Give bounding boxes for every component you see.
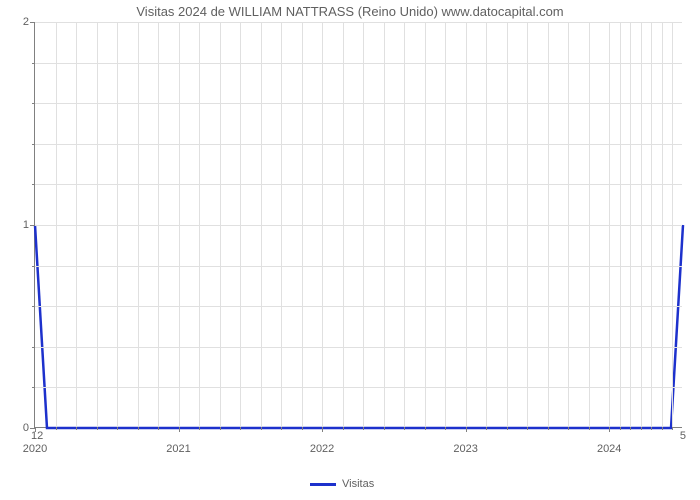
x-tick-minor <box>568 427 569 430</box>
gridline-vertical <box>589 22 590 427</box>
x-tick-minor <box>620 427 621 430</box>
y-tick-minor <box>32 103 35 104</box>
gridline-vertical <box>240 22 241 427</box>
x-tick-minor <box>630 427 631 430</box>
gridline-vertical <box>568 22 569 427</box>
y-tick-minor <box>32 144 35 145</box>
legend-label: Visitas <box>342 478 374 490</box>
y-tick-minor <box>32 63 35 64</box>
gridline-vertical <box>641 22 642 427</box>
x-tick-minor <box>56 427 57 430</box>
gridline-vertical <box>527 22 528 427</box>
chart-container: Visitas 2024 de WILLIAM NATTRASS (Reino … <box>0 0 700 500</box>
x-tick-minor <box>641 427 642 430</box>
legend-swatch <box>310 483 336 486</box>
y-tick-minor <box>32 306 35 307</box>
x-tick-minor <box>486 427 487 430</box>
gridline-horizontal <box>35 266 682 267</box>
y-tick-minor <box>32 184 35 185</box>
gridline-vertical <box>609 22 610 427</box>
x-tick-minor <box>343 427 344 430</box>
chart-title: Visitas 2024 de WILLIAM NATTRASS (Reino … <box>0 4 700 19</box>
x-tick-minor <box>651 427 652 430</box>
gridline-vertical <box>672 22 673 427</box>
legend: Visitas <box>310 478 374 490</box>
gridline-vertical <box>662 22 663 427</box>
gridline-vertical <box>179 22 180 427</box>
x-tick-label: 2024 <box>597 427 621 455</box>
x-tick-minor <box>76 427 77 430</box>
x-tick-minor <box>240 427 241 430</box>
y-tick-minor <box>32 266 35 267</box>
gridline-vertical <box>56 22 57 427</box>
x-tick-label: 2022 <box>310 427 334 455</box>
x-tick-minor <box>384 427 385 430</box>
y-tick-minor <box>32 387 35 388</box>
gridline-horizontal <box>35 225 682 226</box>
gridline-vertical <box>404 22 405 427</box>
gridline-vertical <box>507 22 508 427</box>
x-tick-minor <box>527 427 528 430</box>
gridline-vertical <box>322 22 323 427</box>
gridline-horizontal <box>35 184 682 185</box>
gridline-vertical <box>620 22 621 427</box>
x-tick-minor <box>261 427 262 430</box>
plot-area: 01220202021202220232024125 <box>34 22 682 428</box>
x-tick-label: 2021 <box>166 427 190 455</box>
gridline-horizontal <box>35 347 682 348</box>
gridline-vertical <box>486 22 487 427</box>
x-tick-minor <box>158 427 159 430</box>
gridline-vertical <box>220 22 221 427</box>
x-tick-minor <box>507 427 508 430</box>
x-tick-minor <box>220 427 221 430</box>
gridline-vertical <box>281 22 282 427</box>
x-tick-minor <box>662 427 663 430</box>
x-tick-minor <box>548 427 549 430</box>
gridline-vertical <box>384 22 385 427</box>
gridline-horizontal <box>35 22 682 23</box>
gridline-vertical <box>158 22 159 427</box>
x-tick-minor <box>138 427 139 430</box>
first-point-label: 12 <box>31 427 43 442</box>
x-tick-minor <box>302 427 303 430</box>
gridline-vertical <box>97 22 98 427</box>
x-tick-minor <box>445 427 446 430</box>
x-tick-minor <box>404 427 405 430</box>
gridline-horizontal <box>35 144 682 145</box>
gridline-horizontal <box>35 103 682 104</box>
y-tick-minor <box>32 347 35 348</box>
gridline-vertical <box>466 22 467 427</box>
gridline-vertical <box>548 22 549 427</box>
x-tick-minor <box>97 427 98 430</box>
gridline-vertical <box>76 22 77 427</box>
x-tick-minor <box>589 427 590 430</box>
x-tick-minor <box>117 427 118 430</box>
gridline-vertical <box>138 22 139 427</box>
x-tick-minor <box>199 427 200 430</box>
last-point-label: 5 <box>680 427 686 442</box>
y-tick-label: 2 <box>23 16 35 28</box>
gridline-vertical <box>302 22 303 427</box>
gridline-horizontal <box>35 306 682 307</box>
gridline-vertical <box>261 22 262 427</box>
gridline-horizontal <box>35 387 682 388</box>
gridline-vertical <box>117 22 118 427</box>
gridline-vertical <box>343 22 344 427</box>
gridline-vertical <box>630 22 631 427</box>
x-tick-label: 2023 <box>453 427 477 455</box>
gridline-vertical <box>651 22 652 427</box>
x-tick-minor <box>672 427 673 430</box>
x-tick-minor <box>363 427 364 430</box>
gridline-vertical <box>425 22 426 427</box>
y-tick-label: 1 <box>23 219 35 231</box>
x-tick-minor <box>281 427 282 430</box>
gridline-vertical <box>363 22 364 427</box>
gridline-vertical <box>445 22 446 427</box>
x-tick-minor <box>425 427 426 430</box>
gridline-vertical <box>199 22 200 427</box>
gridline-horizontal <box>35 63 682 64</box>
